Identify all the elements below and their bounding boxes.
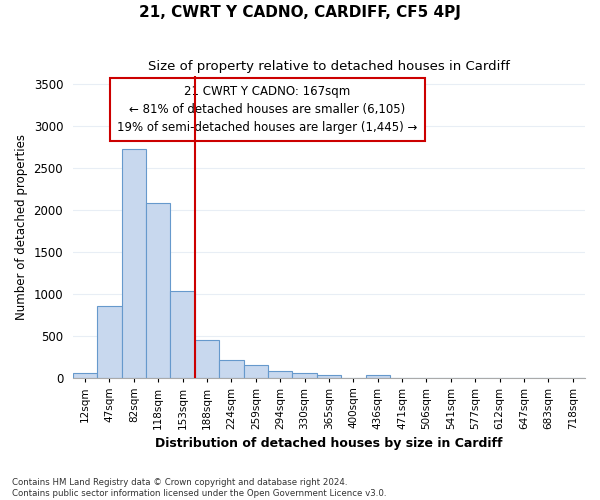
Text: Contains HM Land Registry data © Crown copyright and database right 2024.
Contai: Contains HM Land Registry data © Crown c… xyxy=(12,478,386,498)
Y-axis label: Number of detached properties: Number of detached properties xyxy=(15,134,28,320)
Title: Size of property relative to detached houses in Cardiff: Size of property relative to detached ho… xyxy=(148,60,510,73)
Bar xyxy=(365,376,390,378)
X-axis label: Distribution of detached houses by size in Cardiff: Distribution of detached houses by size … xyxy=(155,437,503,450)
Bar xyxy=(170,291,195,378)
Bar xyxy=(244,366,268,378)
Bar xyxy=(195,340,219,378)
Bar xyxy=(317,375,341,378)
Bar xyxy=(122,148,146,378)
Text: 21 CWRT Y CADNO: 167sqm
← 81% of detached houses are smaller (6,105)
19% of semi: 21 CWRT Y CADNO: 167sqm ← 81% of detache… xyxy=(118,84,418,134)
Bar xyxy=(73,374,97,378)
Bar xyxy=(268,371,292,378)
Bar xyxy=(219,360,244,378)
Bar xyxy=(292,374,317,378)
Bar xyxy=(97,306,122,378)
Text: 21, CWRT Y CADNO, CARDIFF, CF5 4PJ: 21, CWRT Y CADNO, CARDIFF, CF5 4PJ xyxy=(139,5,461,20)
Bar xyxy=(146,203,170,378)
